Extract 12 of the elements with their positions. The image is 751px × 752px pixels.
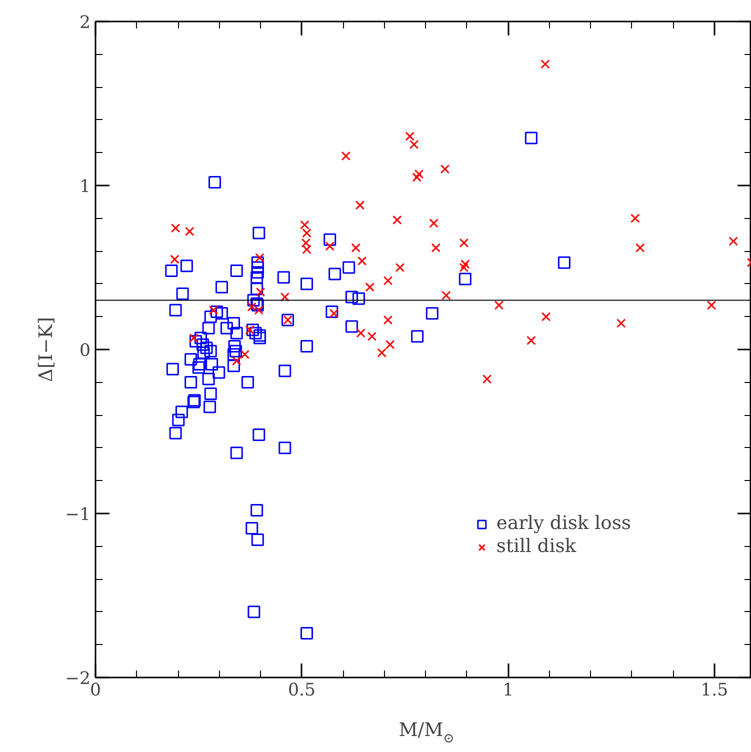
y-tick-label: −2 xyxy=(64,669,91,689)
x-axis-title: M/M⊙ xyxy=(398,720,454,747)
y-tick-label: 0 xyxy=(79,341,91,361)
x-tick-label: 1 xyxy=(502,680,514,700)
legend-label: still disk xyxy=(496,536,576,557)
legend-label: early disk loss xyxy=(496,513,631,534)
y-tick-label: 1 xyxy=(79,177,91,197)
y-tick-label: −1 xyxy=(64,505,91,525)
y-tick-label: 2 xyxy=(79,13,91,33)
y-axis-title: Δ[I−K] xyxy=(36,317,57,382)
x-tick-label: 0.5 xyxy=(288,680,316,700)
x-tick-label: 1.5 xyxy=(700,680,728,700)
